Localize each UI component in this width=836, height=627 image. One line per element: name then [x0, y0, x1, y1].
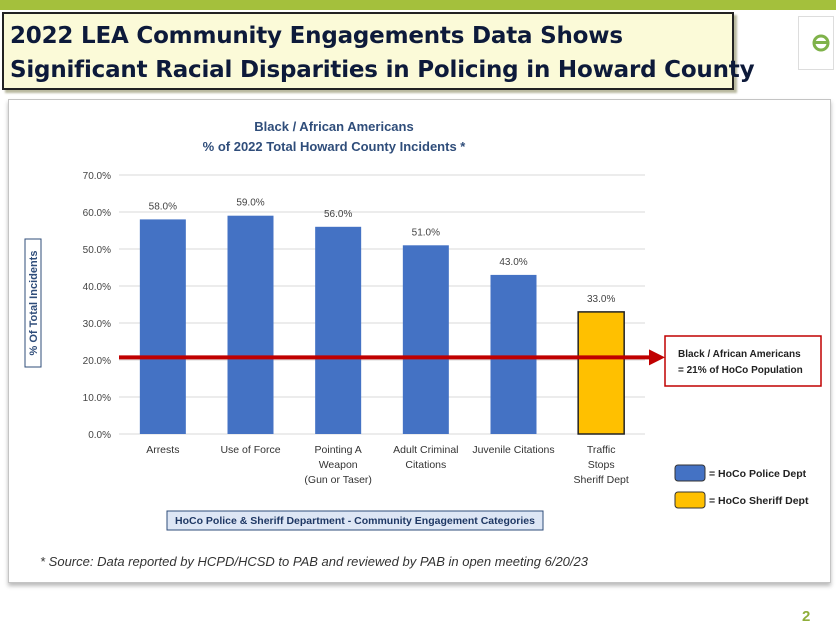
x-tick-label-4: Adult Criminal — [393, 444, 458, 456]
y-tick-label: 20.0% — [83, 356, 111, 367]
organization-logo-icon — [798, 16, 834, 70]
data-label-5: 43.0% — [499, 257, 527, 268]
legend-swatch-sheriff — [674, 491, 706, 509]
slide-title-line-2: Significant Racial Disparities in Polici… — [10, 57, 755, 83]
bar-chart: Black / African Americans % of 2022 Total… — [24, 119, 822, 531]
data-label-2: 59.0% — [236, 198, 264, 209]
x-tick-label-3: (Gun or Taser) — [304, 474, 372, 486]
y-tick-label: 30.0% — [83, 319, 111, 330]
y-tick-label: 70.0% — [83, 171, 111, 182]
bar-5 — [490, 274, 537, 434]
reference-arrowhead-icon — [649, 349, 665, 366]
x-tick-label-3: Pointing A — [315, 444, 362, 456]
y-tick-label: 50.0% — [83, 245, 111, 256]
bar-1 — [139, 219, 186, 434]
y-tick-label: 0.0% — [88, 430, 111, 441]
slide-title-line-1: 2022 LEA Community Engagements Data Show… — [10, 23, 623, 49]
y-tick-label: 10.0% — [83, 393, 111, 404]
chart-panel: Black / African Americans % of 2022 Total… — [8, 99, 831, 583]
y-tick-label: 60.0% — [83, 208, 111, 219]
page-number: 2 — [802, 608, 811, 625]
bar-6 — [577, 311, 625, 435]
x-tick-label-3: Weapon — [319, 459, 358, 471]
x-tick-label-4: Citations — [405, 459, 446, 471]
legend-label-police: = HoCo Police Dept — [709, 468, 807, 480]
source-footnote: * Source: Data reported by HCPD/HCSD to … — [40, 554, 588, 569]
bar-2 — [227, 215, 274, 434]
logo-mark-icon — [812, 34, 830, 52]
data-label-4: 51.0% — [412, 227, 440, 238]
top-accent-band — [0, 0, 836, 10]
data-label-6: 33.0% — [587, 294, 615, 305]
x-tick-label-6: Sheriff Dept — [574, 474, 629, 486]
y-tick-label: 40.0% — [83, 282, 111, 293]
legend-label-sheriff: = HoCo Sheriff Dept — [709, 495, 809, 507]
x-tick-label-5: Juvenile Citations — [472, 444, 554, 456]
reference-label-line-1: Black / African Americans — [678, 349, 801, 360]
reference-label-box — [664, 335, 822, 387]
x-axis-label-box — [166, 510, 544, 531]
chart-subtitle: % of 2022 Total Howard County Incidents … — [203, 139, 467, 154]
x-tick-label-1: Arrests — [146, 444, 179, 456]
y-axis-label: % Of Total Incidents — [28, 251, 40, 356]
reference-label-line-2: = 21% of HoCo Population — [678, 365, 803, 376]
x-tick-label-2: Use of Force — [220, 444, 280, 456]
y-axis-label-box — [24, 238, 42, 368]
x-axis-label: HoCo Police & Sheriff Department - Commu… — [175, 515, 535, 527]
chart-title: Black / African Americans — [254, 119, 413, 134]
data-label-1: 58.0% — [149, 201, 177, 212]
slide-title-box: 2022 LEA Community Engagements Data Show… — [2, 12, 755, 90]
x-tick-label-6: Stops — [588, 459, 615, 471]
x-tick-label-6: Traffic — [587, 444, 616, 456]
bar-3 — [315, 226, 362, 434]
data-label-3: 56.0% — [324, 209, 352, 220]
legend-swatch-police — [674, 464, 706, 482]
bar-4 — [402, 245, 449, 434]
